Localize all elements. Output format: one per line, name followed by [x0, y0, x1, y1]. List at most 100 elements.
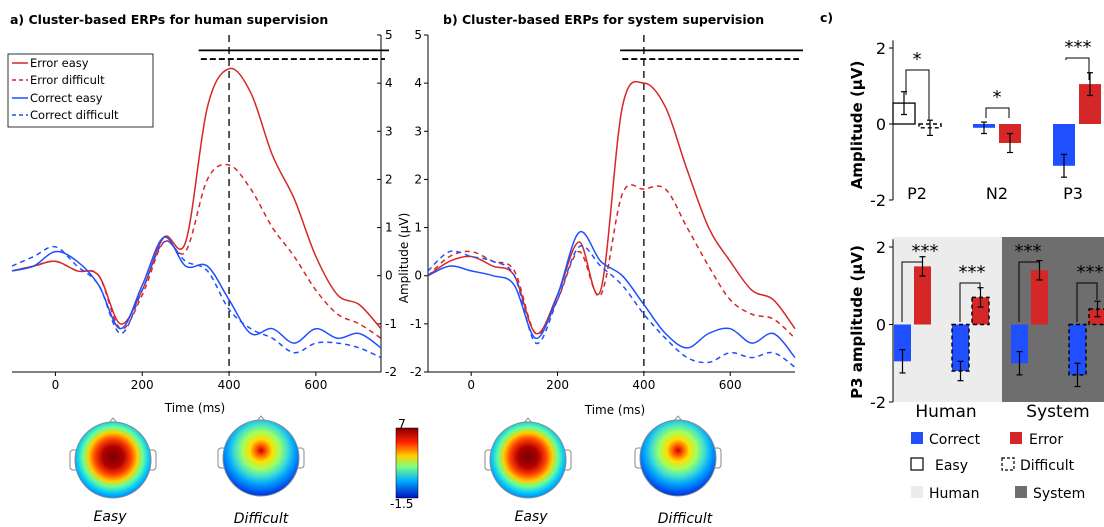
y-tick-label: 0 — [385, 269, 393, 283]
legend-system-swatch — [1015, 486, 1027, 498]
legend-difficult-swatch — [1001, 457, 1015, 471]
bar-p3-difficult — [1079, 84, 1101, 124]
topomap-system-easy — [484, 417, 572, 499]
significance-label: *** — [959, 262, 986, 283]
significance-label: * — [993, 87, 1002, 108]
y-tick-label: -2 — [410, 365, 422, 379]
significance-label: *** — [1015, 241, 1042, 262]
bar-y-tick-label: 0 — [876, 316, 886, 335]
series-line-error-easy — [11, 67, 382, 330]
legend-correct-difficult: Correct difficult — [30, 108, 119, 122]
x-tick-label: 400 — [632, 378, 655, 392]
significance-bracket — [959, 282, 981, 322]
significance-bracket — [1065, 57, 1090, 80]
significance-bracket — [901, 261, 922, 322]
bar-y-tick-label: -2 — [870, 393, 886, 412]
legend-human-swatch — [911, 486, 923, 498]
x-tick-label: 600 — [304, 378, 327, 392]
y-tick-label: 2 — [385, 172, 393, 186]
significance-label: *** — [1065, 37, 1092, 58]
significance-bracket — [905, 69, 930, 120]
legend-error-swatch — [1010, 432, 1022, 444]
y-tick-label: 5 — [414, 28, 422, 42]
c-bottom-ylabel: P3 amplitude (μV) — [848, 245, 866, 399]
erp-chart-human: 0 200 400 600 5 4 3 2 1 0 -1 -2 — [11, 28, 397, 392]
panel-c-label: c) — [820, 10, 833, 25]
legend-error: Error — [1029, 432, 1063, 448]
legend-correct-swatch — [911, 432, 923, 444]
colorbar-max: 7 — [398, 417, 406, 431]
y-tick-label: 3 — [385, 124, 393, 138]
legend-easy-swatch — [910, 457, 924, 471]
topomap-system-difficult — [634, 415, 722, 497]
bar-p3-easy — [1053, 124, 1075, 166]
group-label-human: Human — [915, 402, 976, 422]
x-tick-label: 600 — [719, 378, 742, 392]
panel-a-title: a) Cluster-based ERPs for human supervis… — [10, 12, 328, 27]
bar-system-correct-difficult — [1068, 323, 1087, 376]
series-line-correct-difficult — [427, 245, 796, 368]
y-tick-label: 1 — [414, 221, 422, 235]
bar-system-error-easy — [1031, 270, 1048, 325]
significance-label: *** — [1077, 262, 1104, 283]
legend-correct: Correct — [929, 432, 981, 448]
legend-correct-easy: Correct easy — [30, 91, 103, 105]
category-label-n2: N2 — [986, 184, 1008, 203]
legend-human: Human — [929, 486, 980, 502]
panel-b-title: b) Cluster-based ERPs for system supervi… — [443, 12, 764, 27]
time-axis-label-a: Time (ms) — [164, 401, 226, 415]
group-label-system: System — [1026, 402, 1089, 422]
y-tick-label: 2 — [414, 172, 422, 186]
erp-chart-system: 0 200 400 600 5 4 3 2 1 0 -1 -2 — [410, 28, 803, 392]
legend-difficult: Difficult — [1020, 458, 1075, 474]
legend-easy: Easy — [935, 458, 968, 474]
legend-bars: Correct Error Easy Difficult Human Syste… — [910, 432, 1085, 502]
c-top-ylabel: Amplitude (μV) — [848, 61, 866, 190]
legend-system: System — [1033, 486, 1085, 502]
significance-bracket — [985, 107, 1010, 118]
bar-chart-p3: 2 0 -2 *** *** *** *** Human System — [870, 237, 1104, 422]
series-line-error-easy — [427, 80, 796, 335]
significance-bracket — [1018, 261, 1039, 322]
amplitude-axis-label: Amplitude (μV) — [397, 213, 411, 304]
legend-error-difficult: Error difficult — [30, 73, 105, 87]
bar-y-tick-label: -2 — [870, 191, 886, 210]
topo-caption-easy-a: Easy — [93, 509, 127, 525]
y-tick-label: 3 — [414, 124, 422, 138]
y-tick-label: 4 — [414, 76, 422, 90]
y-tick-label: 5 — [385, 28, 393, 42]
bar-y-tick-label: 2 — [876, 39, 886, 58]
y-tick-label: -2 — [385, 365, 397, 379]
topo-caption-easy-b: Easy — [514, 509, 548, 525]
x-tick-label: 400 — [218, 378, 241, 392]
series-line-correct-easy — [11, 236, 382, 349]
series-line-correct-easy — [427, 230, 796, 359]
colorbar-min: -1.5 — [390, 497, 413, 511]
bar-chart-components: 20-2 P2 N2 P3***** — [870, 37, 1101, 210]
topo-caption-difficult-a: Difficult — [234, 511, 289, 527]
y-tick-label: 0 — [414, 269, 422, 283]
legend-erp: Error easy Error difficult Correct easy … — [7, 53, 154, 128]
bar-system-correct-easy — [1011, 324, 1028, 364]
y-tick-label: -1 — [410, 317, 422, 331]
time-axis-label-b: Time (ms) — [584, 403, 646, 417]
significance-label: * — [913, 49, 922, 70]
bar-y-tick-label: 0 — [876, 115, 886, 134]
x-tick-label: 200 — [131, 378, 154, 392]
x-tick-label: 0 — [467, 378, 475, 392]
legend-error-easy: Error easy — [30, 56, 89, 70]
y-tick-label: 1 — [385, 221, 393, 235]
topomap-human-difficult — [217, 415, 305, 497]
bar-y-tick-label: 2 — [876, 238, 886, 257]
topomap-human-easy — [69, 417, 157, 499]
x-tick-label: 0 — [52, 378, 60, 392]
topo-caption-difficult-b: Difficult — [658, 511, 713, 527]
bar-human-error-easy — [914, 266, 931, 325]
series-line-correct-difficult — [11, 240, 382, 359]
significance-bracket — [1076, 282, 1098, 322]
x-tick-label: 200 — [546, 378, 569, 392]
category-label-p3: P3 — [1063, 184, 1083, 203]
series-line-error-difficult — [11, 163, 382, 339]
bar-human-correct-easy — [894, 324, 911, 362]
